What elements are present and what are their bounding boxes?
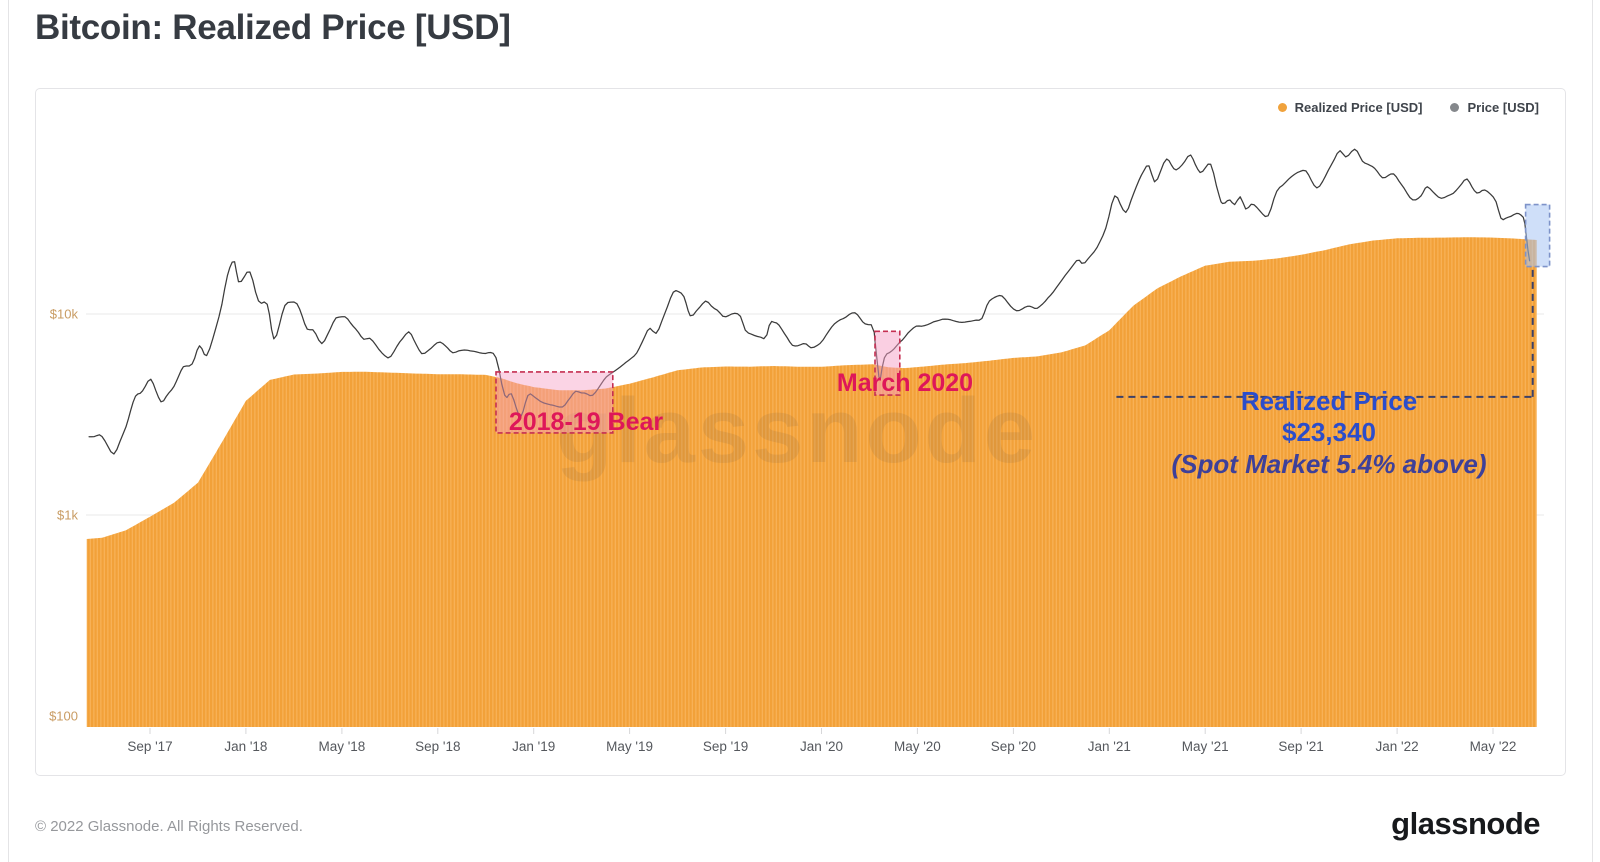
chart-legend: Realized Price [USD] Price [USD] bbox=[1277, 100, 1539, 115]
x-axis-label: Sep '21 bbox=[1278, 739, 1323, 754]
price-line bbox=[88, 148, 1531, 455]
chart-plot-area[interactable]: $10k $1k $100 Sep '17 Jan '18 May '18 Sep '18 J… bbox=[36, 89, 1565, 775]
y-axis-label: $100 bbox=[49, 709, 78, 724]
highlight-box-march-2020 bbox=[874, 330, 901, 396]
window-edge-left bbox=[8, 0, 9, 862]
x-axis-label: Sep '19 bbox=[703, 739, 748, 754]
footer-copyright: © 2022 Glassnode. All Rights Reserved. bbox=[35, 818, 303, 835]
x-axis-label: Sep '17 bbox=[127, 739, 172, 754]
x-axis-label: Jan '22 bbox=[1376, 739, 1419, 754]
highlight-box-june-2022-cross bbox=[1524, 203, 1551, 268]
realized-price-dot-icon bbox=[1277, 103, 1287, 112]
x-axis-label: May '20 bbox=[894, 739, 941, 754]
x-axis-label: Jan '20 bbox=[800, 739, 843, 754]
x-axis-label: Jan '18 bbox=[224, 739, 267, 754]
x-axis-label: Jan '19 bbox=[512, 739, 555, 754]
x-axis-label: Sep '20 bbox=[991, 739, 1036, 754]
legend-item-realized-price[interactable]: Realized Price [USD] bbox=[1277, 100, 1423, 115]
x-axis-label: May '22 bbox=[1470, 739, 1517, 754]
chart-card: Realized Price [USD] Price [USD] $10k $1k… bbox=[35, 88, 1566, 776]
x-axis-label: Sep '18 bbox=[415, 739, 460, 754]
realized-price-area bbox=[86, 237, 1537, 727]
y-axis-label: $10k bbox=[50, 307, 79, 322]
highlight-box-bear-2018-19 bbox=[495, 371, 614, 434]
x-axis-label: May '18 bbox=[318, 739, 365, 754]
glassnode-watermark: glassnode bbox=[556, 380, 1038, 482]
y-axis-label: $1k bbox=[57, 508, 78, 523]
legend-label-realized-price: Realized Price [USD] bbox=[1294, 100, 1423, 115]
window-edge-right bbox=[1592, 0, 1593, 862]
legend-item-price[interactable]: Price [USD] bbox=[1450, 100, 1539, 115]
legend-label-price: Price [USD] bbox=[1467, 100, 1539, 115]
glassnode-logo: glassnode bbox=[1391, 806, 1540, 841]
x-axis-label: May '19 bbox=[606, 739, 653, 754]
page-title: Bitcoin: Realized Price [USD] bbox=[35, 8, 511, 47]
x-axis-label: Jan '21 bbox=[1088, 739, 1131, 754]
price-dot-icon bbox=[1450, 103, 1460, 112]
x-axis-label: May '21 bbox=[1182, 739, 1229, 754]
